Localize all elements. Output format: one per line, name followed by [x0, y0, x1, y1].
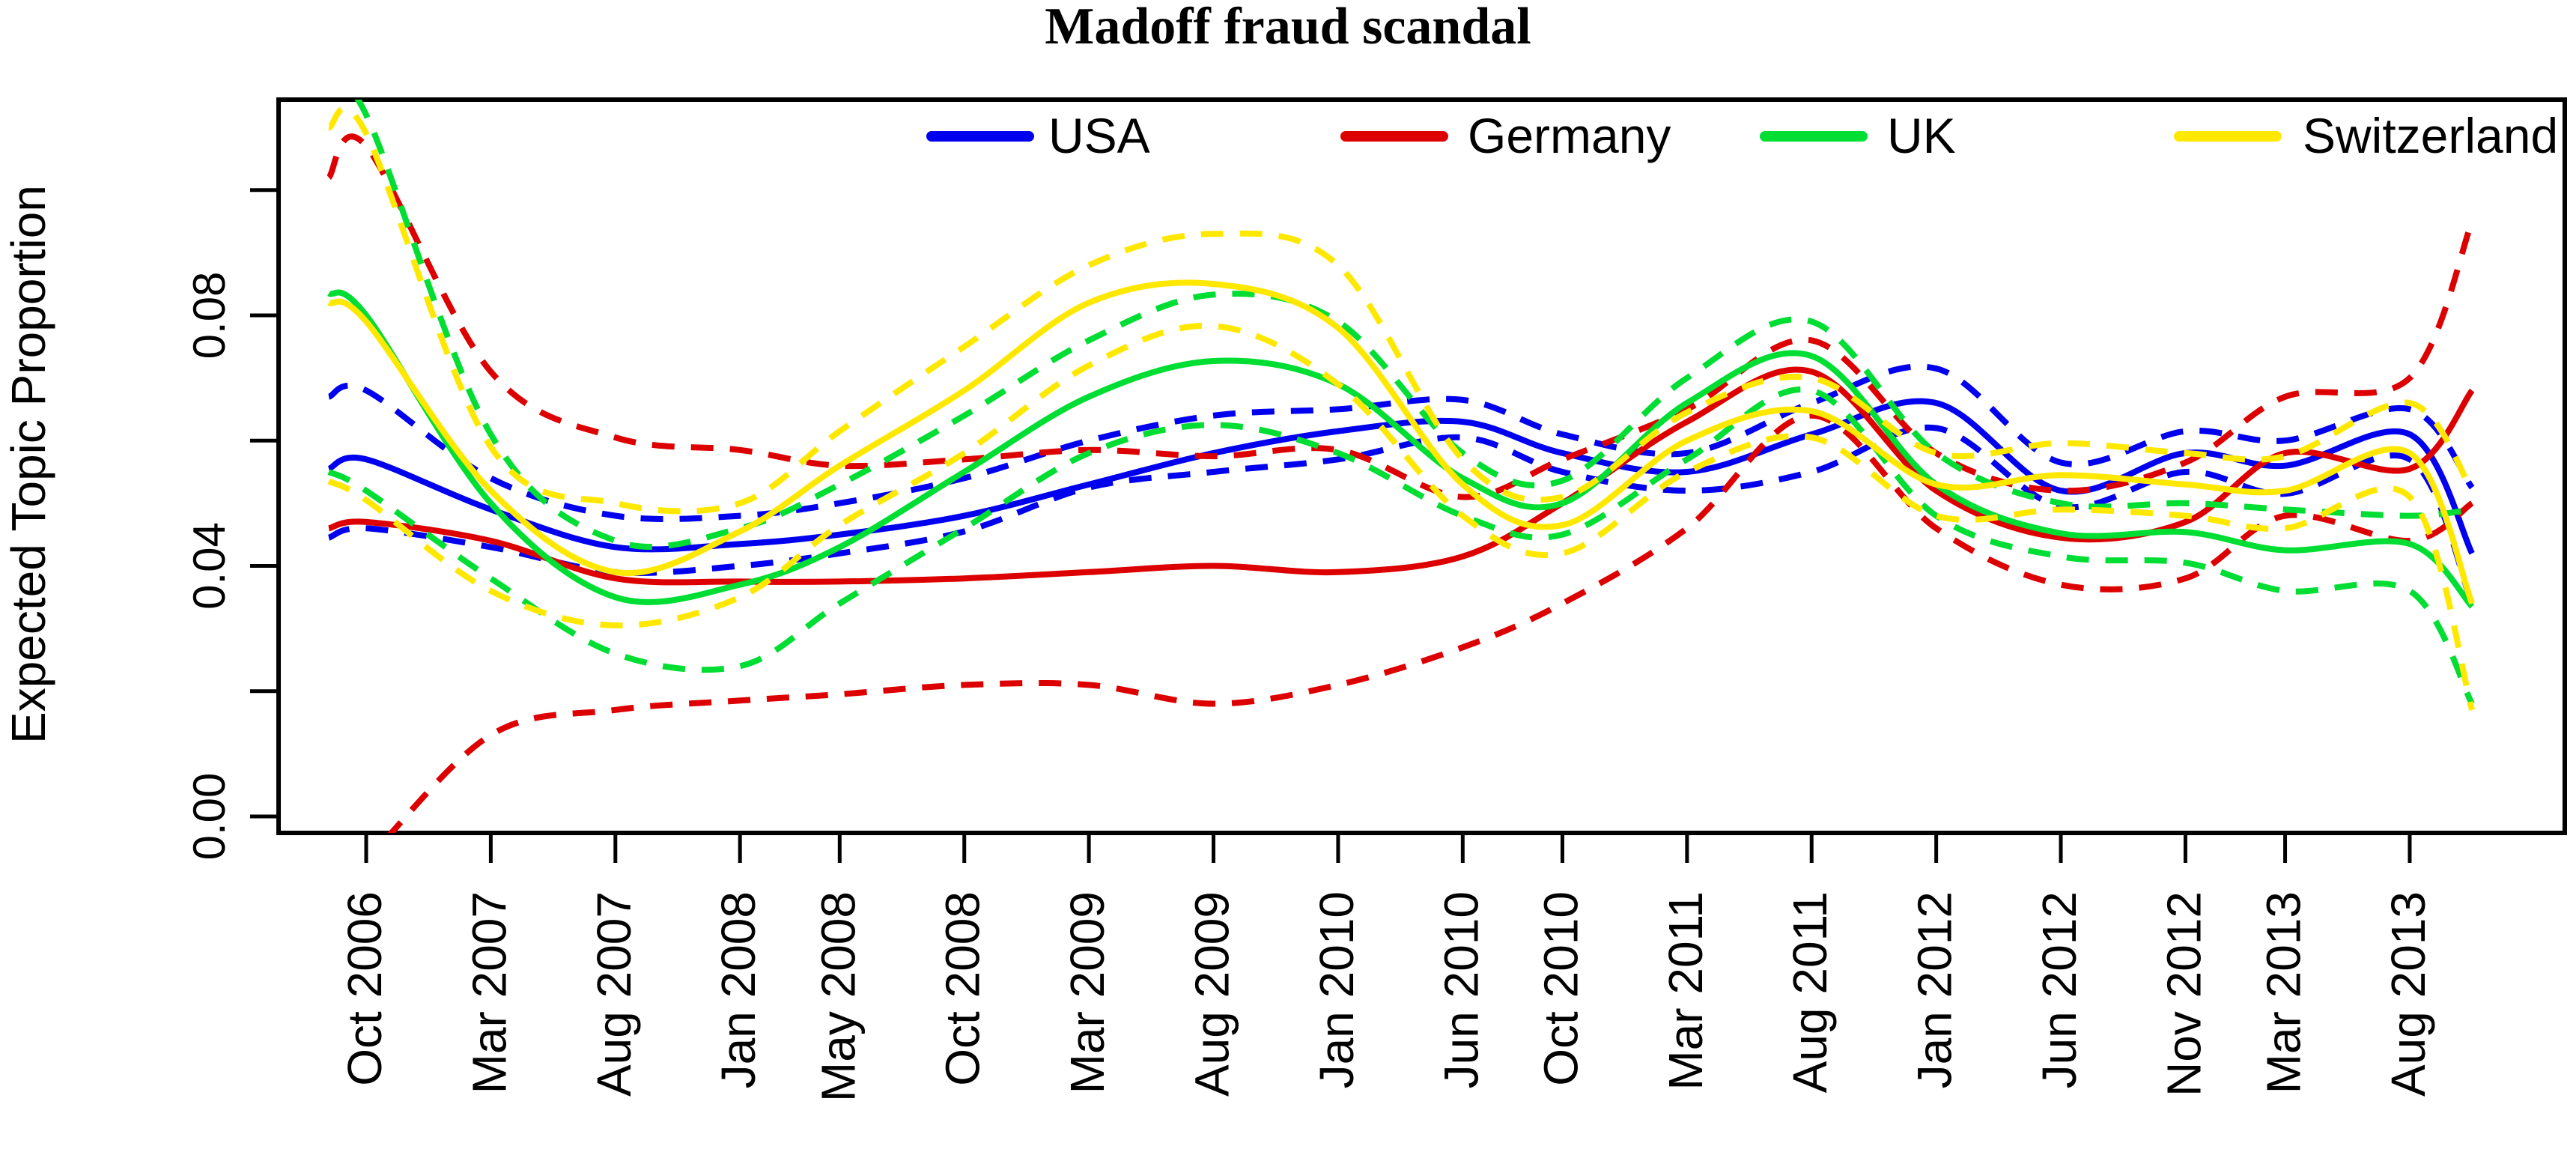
legend-label-uk: UK [1887, 108, 1956, 163]
x-axis-tick-label: Oct 2010 [1534, 891, 1588, 1086]
series-group [326, 100, 2476, 833]
x-axis-tick-label: Jun 2012 [2032, 891, 2086, 1088]
x-axis-tick-label: Mar 2007 [462, 891, 516, 1094]
chart-title: Madoff fraud scandal [1045, 0, 1531, 55]
legend-label-germany: Germany [1468, 108, 1671, 163]
series-switzerland-ci [327, 322, 2476, 711]
series-uk-ci [354, 100, 2473, 551]
x-axis-tick-label: Mar 2011 [1659, 891, 1713, 1091]
legend-label-usa: USA [1048, 108, 1150, 163]
y-axis-tick-label: 0.00 [184, 773, 234, 861]
series-uk-mean [327, 289, 2475, 609]
series-uk-ci [327, 386, 2475, 706]
x-axis-tick-label: Aug 2013 [2381, 891, 2435, 1097]
series-germany-ci [387, 412, 2474, 833]
x-axis-tick-label: Aug 2011 [1783, 891, 1837, 1093]
x-axis-tick-label: Jan 2012 [1908, 891, 1962, 1088]
y-axis-tick-label: 0.08 [184, 272, 234, 360]
x-axis-tick-label: Jun 2010 [1434, 891, 1488, 1088]
x-axis-tick-label: Aug 2009 [1185, 891, 1239, 1097]
y-axis-title: Expected Topic Proportion [1, 185, 55, 744]
x-axis-tick-label: Nov 2012 [2157, 891, 2211, 1097]
x-axis-tick-label: Mar 2009 [1060, 891, 1114, 1094]
y-axis-tick-label: 0.04 [184, 522, 234, 610]
series-usa-ci [327, 424, 2475, 605]
x-axis-tick-label: Oct 2006 [338, 891, 392, 1086]
x-axis-tick-label: Jan 2010 [1310, 891, 1364, 1088]
x-axis-tick-label: May 2008 [811, 891, 865, 1102]
plot-area-border [276, 97, 2567, 835]
series-germany-mean [328, 366, 2475, 586]
x-axis-tick-label: Jan 2008 [711, 891, 765, 1088]
x-axis-tick-label: Oct 2008 [936, 891, 990, 1086]
legend-label-switzerland: Switzerland [2303, 108, 2558, 163]
x-axis-tick-label: Mar 2013 [2257, 891, 2311, 1094]
x-axis-tick-label: Aug 2007 [587, 891, 641, 1097]
series-switzerland-mean [327, 279, 2475, 605]
series-usa-ci [327, 363, 2475, 522]
series-switzerland-ci [327, 105, 2475, 515]
